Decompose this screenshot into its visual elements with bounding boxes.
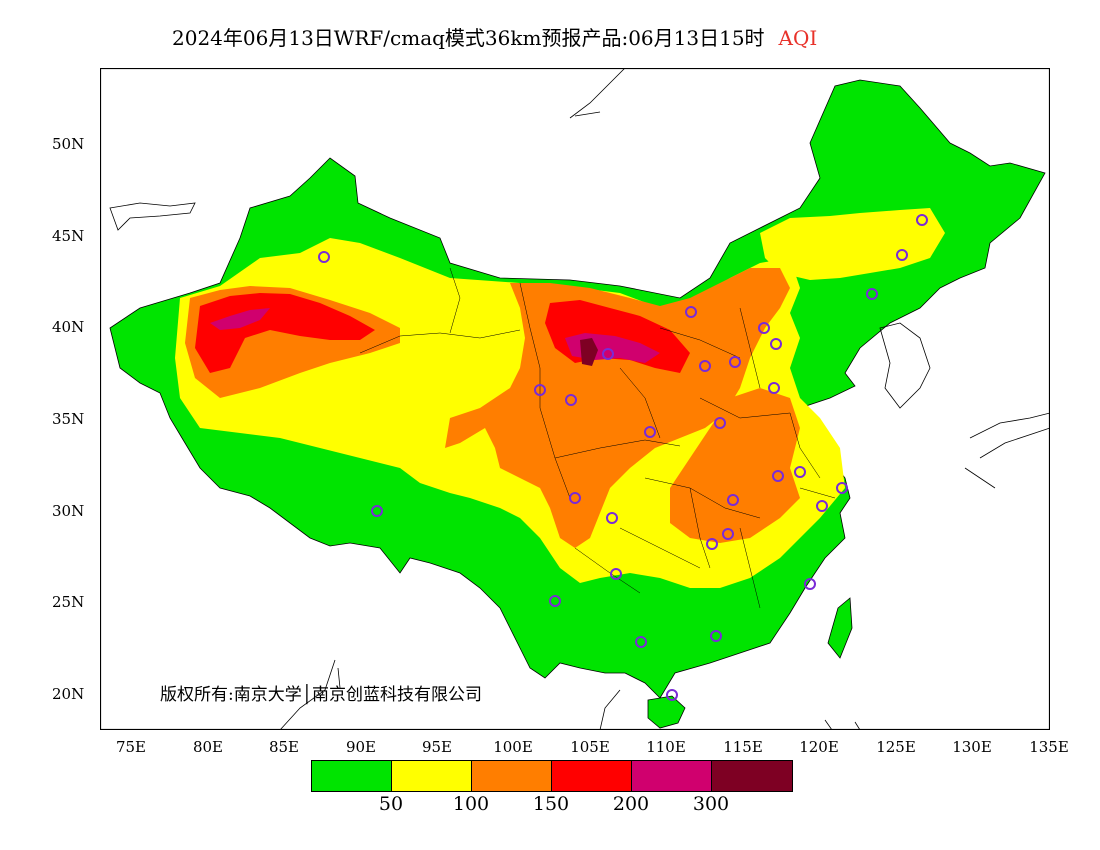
lat-label: 35N — [52, 410, 85, 428]
title-text: 2024年06月13日WRF/cmaq模式36km预报产品:06月13日15时 — [172, 26, 765, 50]
coastline-korea — [879, 322, 931, 409]
coastline-caspian — [109, 202, 196, 231]
aqi-map — [100, 68, 1050, 730]
colorbar-label: 150 — [532, 793, 570, 815]
zone-hazardous — [580, 338, 598, 366]
lon-label: 95E — [421, 738, 453, 756]
colorbar-swatch-moderate — [392, 761, 472, 791]
lon-label: 105E — [570, 738, 610, 756]
zone-very-unhealthy-west — [210, 308, 270, 330]
hainan-island — [647, 695, 686, 729]
colorbar-label: 50 — [378, 793, 404, 815]
lat-label: 30N — [52, 502, 85, 520]
colorbar — [311, 760, 793, 792]
lat-label: 45N — [52, 227, 85, 245]
lat-label: 20N — [52, 685, 85, 703]
lon-label: 135E — [1029, 738, 1069, 756]
taiwan-island — [827, 597, 853, 659]
lon-label: 100E — [493, 738, 533, 756]
coastline-japan — [964, 412, 1050, 489]
copyright-credit: 版权所有:南京大学│南京创蓝科技有限公司 — [160, 685, 482, 705]
colorbar-label: 300 — [692, 793, 730, 815]
lat-label: 25N — [52, 593, 85, 611]
colorbar-swatch-hazardous — [712, 761, 792, 791]
lon-label: 125E — [876, 738, 916, 756]
lon-label: 90E — [345, 738, 377, 756]
zone-moderate-northeast — [760, 208, 945, 280]
lon-label: 85E — [268, 738, 300, 756]
lon-label: 110E — [646, 738, 686, 756]
coastline-sakhalin — [569, 68, 626, 119]
zone-usg-east — [670, 388, 800, 543]
coastline-india — [279, 659, 341, 730]
colorbar-swatch-usg — [472, 761, 552, 791]
variable-label: AQI — [778, 26, 818, 50]
colorbar-swatch-very-unhealthy — [632, 761, 712, 791]
zone-usg-central — [445, 268, 790, 548]
lon-label: 75E — [115, 738, 147, 756]
province-borders — [359, 267, 836, 609]
colorbar-swatch-good — [312, 761, 392, 791]
lat-label: 50N — [52, 135, 85, 153]
colorbar-label: 200 — [612, 793, 650, 815]
station-markers — [318, 214, 928, 701]
lon-label: 115E — [723, 738, 763, 756]
lon-label: 120E — [799, 738, 839, 756]
coastline-indochina — [599, 689, 861, 730]
lat-label: 40N — [52, 318, 85, 336]
colorbar-label: 100 — [452, 793, 490, 815]
lon-label: 130E — [952, 738, 992, 756]
chart-title: 2024年06月13日WRF/cmaq模式36km预报产品:06月13日15时 A… — [172, 22, 817, 51]
lon-label: 80E — [192, 738, 224, 756]
colorbar-swatch-unhealthy — [552, 761, 632, 791]
